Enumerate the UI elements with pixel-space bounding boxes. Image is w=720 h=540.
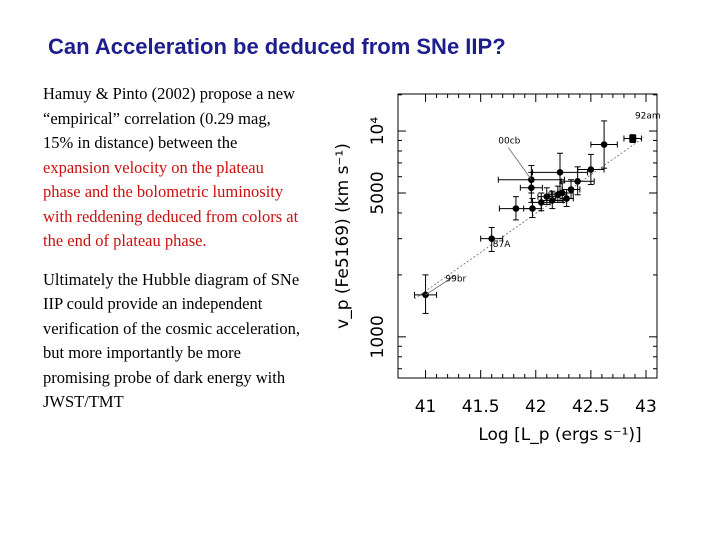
point-marker	[554, 191, 562, 199]
data-point	[414, 274, 438, 314]
data-point	[590, 120, 618, 169]
y-tick-labels: 1000 5000 10⁴	[368, 117, 388, 359]
point-marker	[567, 186, 575, 193]
point-marker	[528, 184, 535, 192]
data-point	[577, 153, 605, 185]
plot-frame	[397, 93, 658, 379]
data-point	[519, 171, 543, 203]
data-point	[537, 187, 557, 205]
slide-body: Hamuy & Pinto (2002) propose a new “empi…	[43, 82, 305, 415]
x-tick-label: 41.5	[462, 397, 500, 417]
y-tick-label: 1000	[368, 315, 388, 358]
point-marker	[548, 197, 556, 204]
data-points	[414, 120, 643, 314]
point-marker	[543, 193, 551, 200]
paragraph-correlation: Hamuy & Pinto (2002) propose a new “empi…	[43, 82, 305, 254]
fit-line	[414, 137, 645, 300]
y-tick-label: 5000	[368, 171, 388, 214]
x-axis-label: Log [L_p (ergs s⁻¹)]	[478, 425, 641, 445]
paragraph-correlation-highlight: expansion velocity on the plateau phase …	[43, 157, 299, 251]
point-marker	[629, 134, 637, 142]
x-tick-label: 42	[525, 397, 547, 417]
point-marker	[574, 177, 581, 185]
data-point	[540, 190, 564, 210]
annotation-leader	[507, 147, 532, 180]
point-marker	[529, 205, 536, 212]
annotation-label: 87A	[493, 240, 511, 250]
y-axis-label: v_p (Fe5169) (km s⁻¹)	[333, 143, 353, 329]
point-marker	[512, 205, 520, 212]
point-marker	[537, 199, 545, 206]
point-marker	[422, 291, 429, 299]
point-marker	[600, 141, 608, 148]
point-marker	[556, 169, 564, 176]
annotation-leader	[425, 275, 456, 296]
y-tick-label: 10⁴	[368, 117, 388, 146]
paragraph-hubble: Ultimately the Hubble diagram of SNe IIP…	[43, 269, 300, 412]
data-point	[480, 226, 504, 252]
data-point	[623, 134, 643, 143]
annotations: 92am 00cb 87A 99br	[425, 112, 661, 296]
data-point	[531, 152, 589, 192]
annotation-label: 92am	[635, 112, 661, 122]
x-tick-labels: 41 41.5 42 42.5 43	[415, 397, 657, 417]
fit-line-path	[414, 137, 645, 300]
point-marker	[563, 195, 570, 202]
data-point	[560, 166, 595, 196]
annotation-label: 00cb	[498, 136, 520, 146]
x-tick-label: 41	[415, 397, 437, 417]
point-marker	[587, 166, 595, 173]
point-marker	[488, 235, 495, 242]
x-tick-label: 42.5	[572, 397, 610, 417]
tick-marks	[398, 94, 657, 378]
data-point	[523, 198, 542, 219]
annotation-label: 99br	[445, 274, 466, 284]
slide-title: Can Acceleration be deduced from SNe IIP…	[48, 34, 506, 59]
x-tick-label: 43	[635, 397, 657, 417]
paragraph-correlation-intro: Hamuy & Pinto (2002) propose a new “empi…	[43, 84, 296, 152]
